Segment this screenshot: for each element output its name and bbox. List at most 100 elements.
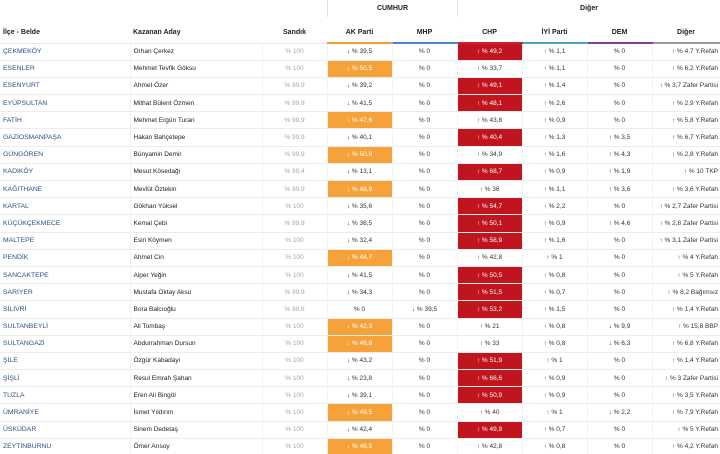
table-row[interactable]: KARTAL Gökhan Yüksel% 100 ↓ % 35,6% 0 ↑ % 5… — [0, 197, 720, 216]
winner-candidate: Ahmet Özer — [129, 77, 262, 96]
table-row[interactable]: FATİH Mehmet Ergün Turan% 99,9 ↓ % 47,6% 0… — [0, 111, 720, 130]
iyi-result: ↑ % 2,2 — [521, 197, 587, 216]
table-row[interactable]: SİLİVRİ Bora Balcıoğlu% 99,6% 0 ↓ % 39,5 ↑ … — [0, 300, 720, 319]
winner-candidate: Resul Emrah Şahan — [129, 369, 262, 388]
iyi-result: ↑ % 2,6 — [521, 94, 587, 113]
district-link[interactable]: ZEYTİNBURNU — [0, 438, 130, 454]
mhp-result: % 0 — [391, 128, 457, 147]
winner-candidate: Mithat Bülent Özmen — [129, 94, 262, 113]
district-link[interactable]: SULTANGAZİ — [0, 335, 130, 353]
chp-result: ↑ % 21 — [456, 318, 522, 336]
table-row[interactable]: KÜÇÜKÇEKMECE Kemal Çebi% 99,9 ↓ % 36,5% 0 ↑… — [0, 214, 720, 233]
other-result: ↑ % 7,9 Y.Refah — [651, 403, 720, 422]
mhp-result: % 0 — [391, 180, 457, 199]
table-row[interactable]: GÜNGÖREN Bünyamin Demir% 99,9 ↓ % 50,9% 0 ↑… — [0, 146, 720, 164]
chp-result: ↑ % 50,9 — [456, 386, 522, 405]
dem-result: % 0 — [586, 77, 652, 96]
district-link[interactable]: KARTAL — [0, 197, 130, 216]
dem-result: ↓ % 9,9 — [586, 318, 652, 336]
table-row[interactable]: KAĞITHANE Mevlüt Öztekin% 99,9 ↓ % 48,9% 0… — [0, 180, 720, 199]
col-mhp-header[interactable]: MHP — [392, 23, 457, 44]
district-link[interactable]: EYÜPSULTAN — [0, 94, 130, 113]
district-link[interactable]: SARIYER — [0, 283, 130, 302]
dem-result: % 0 — [586, 43, 652, 61]
other-result: ↑ % 5,8 Y.Refah — [651, 111, 720, 130]
chp-result: ↑ % 54,7 — [456, 197, 522, 216]
district-link[interactable]: FATİH — [0, 111, 130, 130]
district-link[interactable]: ŞİŞLİ — [0, 369, 130, 388]
col-chp-header[interactable]: CHP — [457, 23, 522, 44]
table-row[interactable]: EYÜPSULTAN Mithat Bülent Özmen% 99,9 ↓ % 4… — [0, 94, 720, 113]
table-row[interactable]: SULTANGAZİ Abdurrahman Dursun% 100 ↓ % 46,… — [0, 335, 720, 353]
ballot-box-pct: % 99,9 — [261, 146, 327, 164]
table-row[interactable]: ŞİŞLİ Resul Emrah Şahan% 100 ↓ % 23,8% 0 ↑ … — [0, 369, 720, 388]
other-result: ↑ % 10 TKP — [651, 163, 720, 182]
akp-result: ↓ % 50,5 — [326, 60, 392, 78]
mhp-result: % 0 — [391, 111, 457, 130]
district-link[interactable]: ESENYURT — [0, 77, 130, 96]
table-row[interactable]: SARIYER Mustafa Oktay Aksu% 99,9 ↓ % 34,3%… — [0, 283, 720, 302]
district-link[interactable]: KADIKÖY — [0, 163, 130, 182]
district-link[interactable]: MALTEPE — [0, 232, 130, 250]
table-row[interactable]: ÜMRANİYE İsmet Yıldırım% 100 ↓ % 49,5% 0 ↑ … — [0, 403, 720, 422]
district-link[interactable]: ŞİLE — [0, 352, 130, 371]
table-row[interactable]: ESENYURT Ahmet Özer% 99,9 ↓ % 39,2% 0 ↑ % 4… — [0, 77, 720, 96]
winner-candidate: Hakan Bahçetepe — [129, 128, 262, 147]
col-ilce-header[interactable]: İlçe - Belde — [0, 23, 130, 44]
ballot-box-pct: % 100 — [261, 318, 327, 336]
district-link[interactable]: ÜMRANİYE — [0, 403, 130, 422]
district-link[interactable]: SULTANBEYLİ — [0, 318, 130, 336]
table-row[interactable]: PENDİK Ahmet Cin% 100 ↓ % 44,7% 0 ↑ % 42,8 ↑… — [0, 249, 720, 267]
district-link[interactable]: KAĞITHANE — [0, 180, 130, 199]
district-link[interactable]: GAZİOSMANPAŞA — [0, 128, 130, 147]
dem-result: % 0 — [586, 300, 652, 319]
col-diger-header[interactable]: Diğer — [652, 23, 720, 44]
district-link[interactable]: KÜÇÜKÇEKMECE — [0, 214, 130, 233]
district-link[interactable]: ÜSKÜDAR — [0, 421, 130, 439]
col-iyi-header[interactable]: İYİ Parti — [522, 23, 587, 44]
district-link[interactable]: GÜNGÖREN — [0, 146, 130, 164]
table-row[interactable]: MALTEPE Esin Köymen% 100 ↓ % 32,4% 0 ↑ % 58… — [0, 232, 720, 250]
chp-result: ↑ % 68,7 — [456, 163, 522, 182]
district-link[interactable]: TUZLA — [0, 386, 130, 405]
iyi-result: ↑ % 1,6 — [521, 232, 587, 250]
winner-candidate: Eren Ali Bingöl — [129, 386, 262, 405]
table-row[interactable]: ŞİLE Özgür Kabadayı% 100 ↓ % 43,2% 0 ↑ % 51… — [0, 352, 720, 371]
district-link[interactable]: SANCAKTEPE — [0, 266, 130, 285]
mhp-result: % 0 — [391, 146, 457, 164]
dem-result: ↑ % 4,6 — [586, 214, 652, 233]
group-diger-label: Diğer — [457, 0, 720, 17]
district-link[interactable]: ESENLER — [0, 60, 130, 78]
ballot-box-pct: % 100 — [261, 369, 327, 388]
table-row[interactable]: KADIKÖY Mesut Kösedağı% 99,4 ↓ % 13,1% 0 ↑ … — [0, 163, 720, 182]
col-dem-header[interactable]: DEM — [587, 23, 652, 44]
dem-result: % 0 — [586, 386, 652, 405]
table-row[interactable]: ZEYTİNBURNU Ömer Arısoy% 100 ↓ % 46,5% 0 ↑ … — [0, 438, 720, 454]
akp-result: ↓ % 39,2 — [326, 77, 392, 96]
table-row[interactable]: ÜSKÜDAR Sinem Dedetaş% 100 ↓ % 42,4% 0 ↑ % … — [0, 421, 720, 439]
table-row[interactable]: GAZİOSMANPAŞA Hakan Bahçetepe% 99,9 ↓ % 40… — [0, 128, 720, 147]
table-row[interactable]: SANCAKTEPE Alper Yeğin% 100 ↓ % 41,5% 0 ↑ %… — [0, 266, 720, 285]
iyi-result: ↑ % 1,3 — [521, 128, 587, 147]
mhp-result: % 0 — [391, 421, 457, 439]
akp-result: ↓ % 40,1 — [326, 128, 392, 147]
table-row[interactable]: ÇEKMEKÖY Orhan Çerkez% 100 ↓ % 39,5% 0 ↑ % … — [0, 43, 720, 61]
dem-result: % 0 — [586, 111, 652, 130]
winner-candidate: Sinem Dedetaş — [129, 421, 262, 439]
col-sandik-header[interactable]: Sandık — [262, 23, 327, 44]
mhp-result: % 0 — [391, 163, 457, 182]
table-row[interactable]: TUZLA Eren Ali Bingöl% 100 ↓ % 39,1% 0 ↑ % … — [0, 386, 720, 405]
akp-result: ↓ % 34,3 — [326, 283, 392, 302]
table-row[interactable]: SULTANBEYLİ Ali Tombaş% 100 ↓ % 42,3% 0 ↑ %… — [0, 318, 720, 336]
district-link[interactable]: ÇEKMEKÖY — [0, 43, 130, 61]
ballot-box-pct: % 99,9 — [261, 77, 327, 96]
col-akp-header[interactable]: AK Parti — [327, 23, 392, 44]
other-result: ↑ % 3 Zafer Partisi — [651, 369, 720, 388]
winner-candidate: Mesut Kösedağı — [129, 163, 262, 182]
akp-result: ↓ % 47,6 — [326, 111, 392, 130]
district-link[interactable]: PENDİK — [0, 249, 130, 267]
col-aday-header[interactable]: Kazanan Aday — [130, 23, 262, 44]
district-link[interactable]: SİLİVRİ — [0, 300, 130, 319]
table-row[interactable]: ESENLER Mehmet Tevfik Göksu% 100 ↓ % 50,5%… — [0, 60, 720, 78]
ballot-box-pct: % 100 — [261, 232, 327, 250]
